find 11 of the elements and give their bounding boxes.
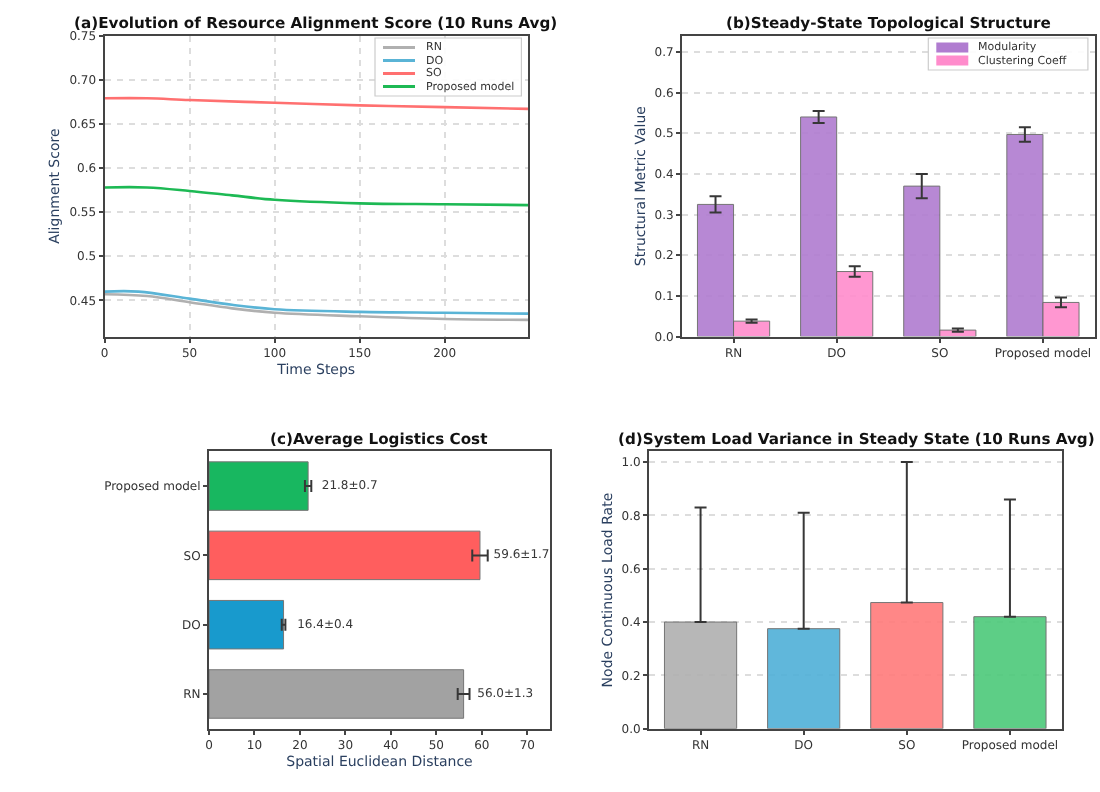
line-series <box>104 289 528 315</box>
bar <box>209 530 481 581</box>
bar <box>209 599 285 650</box>
bar <box>870 602 944 729</box>
bar <box>663 621 738 729</box>
bar <box>209 461 309 511</box>
bar <box>973 616 1047 729</box>
line-series <box>104 185 528 207</box>
bar <box>767 628 841 729</box>
bar <box>209 669 465 719</box>
line-series <box>104 292 528 322</box>
